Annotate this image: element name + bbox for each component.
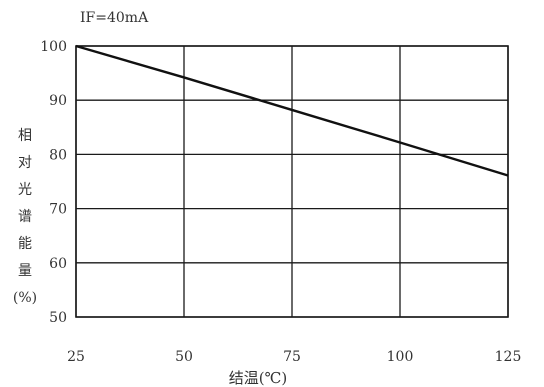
x-axis-label: 结温(℃) xyxy=(229,369,287,387)
y-tick-labels: 50 60 70 80 90 100 xyxy=(40,39,67,326)
plot-frame xyxy=(75,45,509,318)
y-axis-label-char: 对 xyxy=(18,155,32,171)
y-tick-label: 90 xyxy=(49,93,67,109)
x-tick-label: 125 xyxy=(495,349,522,365)
y-tick-label: 70 xyxy=(49,202,67,218)
y-axis-label-char: 相 xyxy=(18,128,32,144)
y-tick-label: 100 xyxy=(40,39,67,55)
x-tick-labels: 25 50 75 100 125 xyxy=(67,349,521,365)
x-tick-label: 25 xyxy=(67,349,85,365)
y-tick-label: 60 xyxy=(49,256,67,272)
series-layer xyxy=(75,44,509,177)
y-axis-label-char: 谱 xyxy=(18,209,32,225)
x-tick-label: 50 xyxy=(175,349,193,365)
condition-label: IF=40mA xyxy=(80,10,149,26)
y-axis-label-char: 光 xyxy=(18,182,32,198)
y-tick-label: 50 xyxy=(49,310,67,326)
series-line xyxy=(75,44,509,177)
y-axis-label-char: 量 xyxy=(18,263,32,279)
y-tick-label: 80 xyxy=(49,147,67,163)
y-axis-label-char: (%) xyxy=(13,290,37,306)
x-tick-label: 100 xyxy=(387,349,414,365)
x-tick-label: 75 xyxy=(283,349,301,365)
y-axis-label-char: 能 xyxy=(18,236,32,252)
grid xyxy=(75,45,509,318)
